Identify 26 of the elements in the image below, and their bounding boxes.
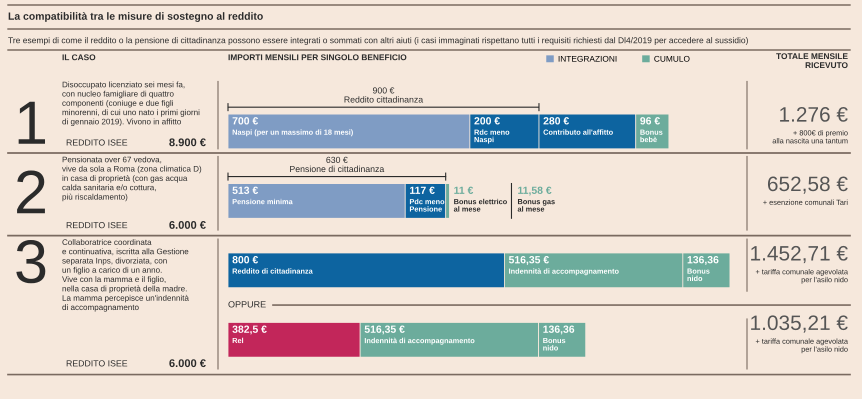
- y-tick-label: 2: [17, 170, 45, 214]
- text: 652,58 €: [768, 176, 848, 194]
- annotation: 630 € Pensione di cittadinanza: [290, 156, 384, 172]
- annotation: 900 € Reddito cittadinanza: [344, 87, 424, 103]
- text: 6.000 €: [169, 359, 206, 368]
- legend-label: INTEGRAZIONI: [558, 56, 616, 62]
- y-tick-label: 1: [18, 102, 46, 144]
- text: La compatibilità tra le misure di sostegno al reddito: [8, 12, 263, 22]
- text: REDDITO ISEE: [66, 360, 128, 366]
- text: Collaboratrice coordinata e continuativa, iscritta alla Gestione separata Inps, divorziata, con un figlio a carico di un anno. Vive con la mamma e il figlio, nella casa di proprietà della madre. La mamma percepisce un'indennità di accompagnamento: [62, 239, 189, 312]
- chart-subtitle: Tre esempi di come il reddito o la pensione di cittadinanza possono essere integrati o sommati con altri aiuti (i casi immaginati rispettano tutti i requisiti richiesti dal Dl4/2019 per accedere al sussidio): [8, 37, 748, 45]
- text: REDDITO ISEE: [66, 222, 128, 228]
- text: Pensionata over 67 vedova, vive da sola a Roma (zona climatica D) in casa di proprietà (con gas acqua calda sanitaria e/o cottura, più riscaldamento): [62, 156, 202, 202]
- y-tick-label: 3: [16, 240, 46, 284]
- text: 6.000 €: [169, 221, 206, 229]
- text: IL CASO: [62, 54, 96, 60]
- text: Disoccupato licenziato sei mesi fa, con nucleo famigliare di quattro componenti (coniuge e due figli minorenni, di cui uno nato i primi giorni di gennaio 2019). Vivono in affitto: [62, 81, 200, 126]
- text: REDDITO ISEE: [66, 139, 128, 146]
- annotation: OPPURE: [228, 301, 266, 308]
- text: 1.035,21 €: [751, 315, 848, 333]
- legend-label: CUMULO: [654, 56, 690, 62]
- text: 8.900 €: [169, 138, 206, 146]
- text: 1.276 €: [780, 107, 848, 122]
- text: TOTALE MENSILE RICEVUTO: [776, 53, 848, 68]
- text: IMPORTI MENSILI PER SINGOLO BENEFICIO: [228, 54, 406, 60]
- text: 1.452,71 €: [751, 246, 848, 264]
